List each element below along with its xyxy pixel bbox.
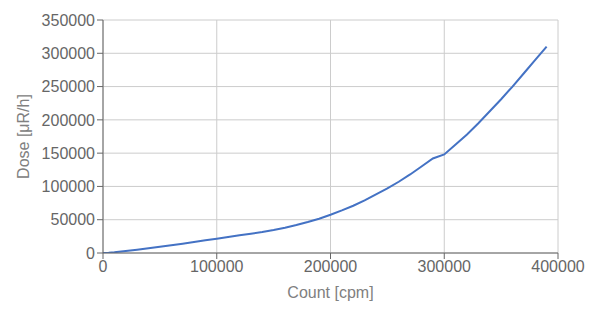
svg-text:100000: 100000 — [42, 178, 95, 195]
svg-text:150000: 150000 — [42, 145, 95, 162]
svg-text:100000: 100000 — [190, 258, 243, 275]
svg-text:350000: 350000 — [42, 12, 95, 29]
svg-text:0: 0 — [99, 258, 108, 275]
svg-text:200000: 200000 — [304, 258, 357, 275]
svg-text:200000: 200000 — [42, 112, 95, 129]
svg-text:Dose [μR/h]: Dose [μR/h] — [15, 94, 32, 179]
svg-text:400000: 400000 — [531, 258, 584, 275]
svg-text:300000: 300000 — [42, 45, 95, 62]
svg-text:250000: 250000 — [42, 78, 95, 95]
svg-text:Count [cpm]: Count [cpm] — [287, 284, 373, 301]
svg-text:50000: 50000 — [51, 211, 96, 228]
svg-text:0: 0 — [86, 245, 95, 262]
svg-text:300000: 300000 — [418, 258, 471, 275]
